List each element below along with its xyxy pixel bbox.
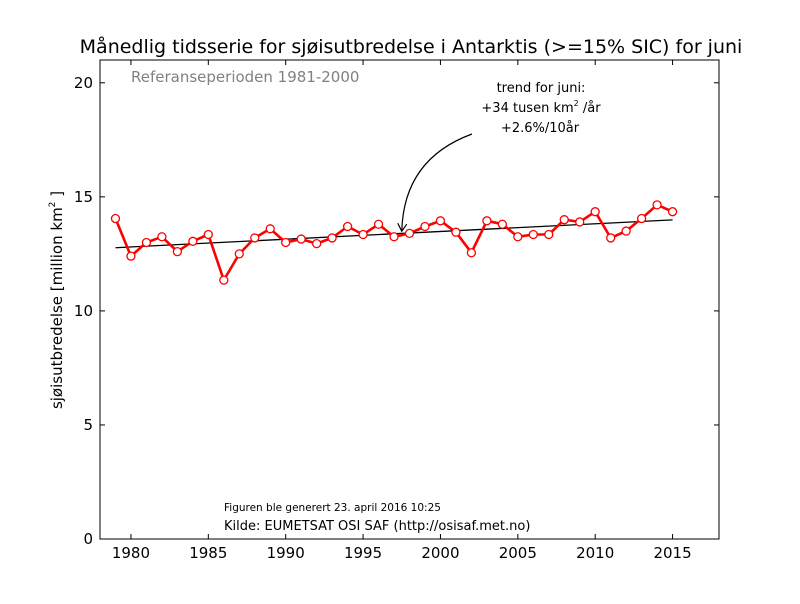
data-point bbox=[342, 221, 353, 232]
data-point bbox=[636, 213, 647, 224]
data-point bbox=[420, 221, 430, 232]
annotation-arrowhead bbox=[397, 222, 408, 233]
y-tick-label: 0 bbox=[83, 530, 93, 548]
x-tick-label: 2000 bbox=[421, 544, 459, 562]
data-point bbox=[528, 229, 538, 240]
data-point bbox=[296, 234, 306, 244]
y-axis-label-sup: 2 bbox=[48, 202, 58, 208]
axes: 1980 1985 1990 1995 2000 2005 2010 2015 0 5 10 15 20 bbox=[74, 60, 719, 562]
trend-annotation-line1: trend for juni: bbox=[497, 81, 586, 96]
plot-frame bbox=[99, 59, 720, 540]
data-point bbox=[590, 207, 600, 217]
data-point bbox=[482, 216, 492, 226]
y-tick-label: 10 bbox=[74, 302, 93, 320]
data-point bbox=[311, 238, 322, 249]
data-point bbox=[466, 248, 477, 258]
data-point bbox=[559, 215, 569, 225]
y-axis-label: sjøisutbredelse [million km2 ] bbox=[48, 191, 66, 409]
y-axis-label-prefix: sjøisutbredelse [million km bbox=[48, 207, 66, 409]
data-point bbox=[389, 232, 399, 242]
data-point bbox=[126, 251, 136, 261]
y-axis-label-suffix: ] bbox=[48, 191, 66, 202]
trend-annotation-line2-suffix: /år bbox=[579, 101, 601, 116]
data-point bbox=[575, 217, 585, 227]
data-point bbox=[203, 229, 213, 240]
data-point bbox=[265, 224, 275, 234]
data-point bbox=[172, 246, 183, 257]
data-point bbox=[234, 249, 244, 259]
y-tick-label: 5 bbox=[83, 416, 93, 434]
data-point bbox=[358, 229, 368, 240]
x-tick-label: 1990 bbox=[267, 544, 305, 562]
data-point bbox=[188, 236, 198, 246]
data-point bbox=[667, 207, 678, 217]
data-point bbox=[513, 232, 523, 242]
x-tick-label: 2015 bbox=[653, 544, 691, 562]
x-tick-label: 2010 bbox=[576, 544, 614, 562]
chart-title: Månedlig tidsserie for sjøisutbredelse i… bbox=[80, 35, 743, 58]
trend-annotation-line2: +34 tusen km2 /år bbox=[481, 99, 601, 116]
data-point bbox=[250, 233, 260, 243]
reference-period-label: Referanseperioden 1981-2000 bbox=[131, 68, 359, 86]
y-tick-label: 20 bbox=[74, 74, 93, 92]
data-point bbox=[219, 275, 229, 285]
source-credit: Kilde: EUMETSAT OSI SAF (http://osisaf.m… bbox=[224, 519, 530, 534]
data-point bbox=[327, 233, 337, 243]
x-tick-label: 1995 bbox=[344, 544, 382, 562]
data-point bbox=[110, 213, 121, 224]
data-point bbox=[544, 229, 554, 240]
data-point bbox=[621, 226, 631, 236]
data-point bbox=[451, 227, 461, 237]
data-point bbox=[497, 219, 508, 229]
annotation-arrow bbox=[401, 133, 473, 232]
data-point bbox=[157, 232, 167, 242]
data-point bbox=[606, 233, 616, 243]
trend-annotation: trend for juni: +34 tusen km2 /år +2.6%/… bbox=[481, 81, 601, 136]
data-point bbox=[141, 237, 152, 248]
data-series-group bbox=[110, 200, 678, 285]
trend-annotation-line3: +2.6%/10år bbox=[501, 121, 580, 136]
x-tick-label: 1985 bbox=[189, 544, 227, 562]
trend-annotation-line2-prefix: +34 tusen km bbox=[481, 101, 573, 116]
data-point bbox=[281, 237, 291, 248]
data-point bbox=[404, 228, 415, 239]
generated-timestamp: Figuren ble generert 23. april 2016 10:2… bbox=[224, 502, 441, 514]
x-tick-label: 2005 bbox=[499, 544, 537, 562]
data-point bbox=[435, 216, 446, 226]
trend-annotation-line2-sup: 2 bbox=[574, 99, 579, 108]
series-line bbox=[114, 203, 674, 282]
x-tick-label: 1980 bbox=[112, 544, 150, 562]
data-point bbox=[652, 200, 662, 210]
data-point bbox=[373, 219, 384, 229]
y-tick-label: 15 bbox=[74, 188, 93, 206]
